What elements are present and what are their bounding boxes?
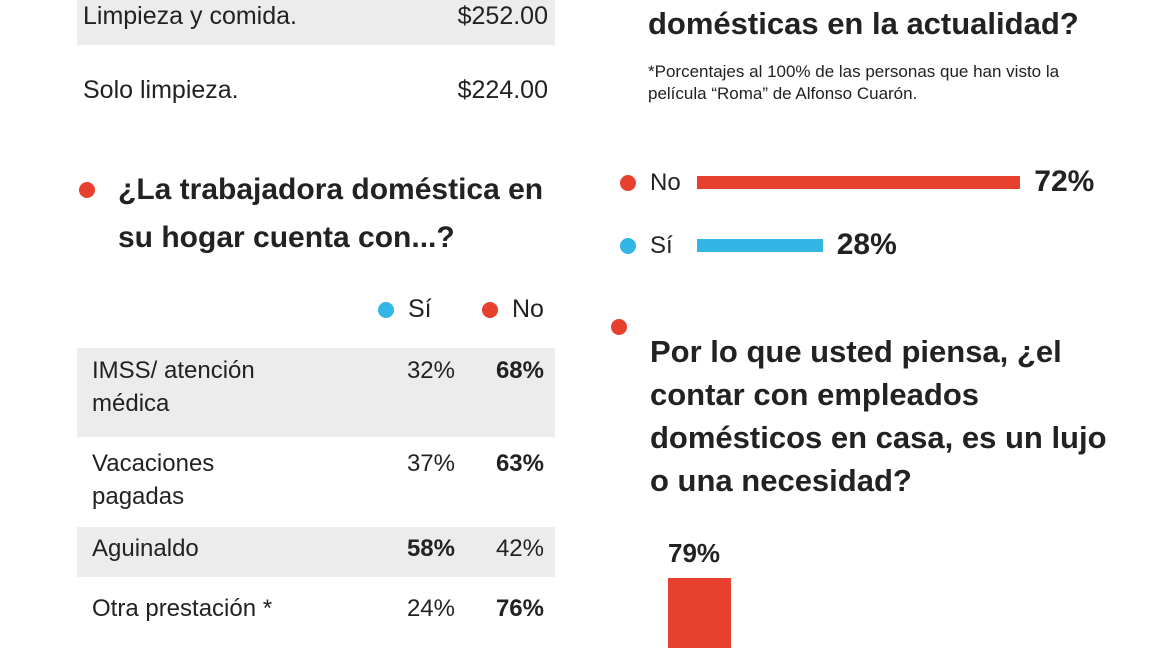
price: $252.00 (457, 2, 548, 30)
section-title: ¿La trabajadora doméstica en su hogar cu… (118, 173, 544, 254)
legend-label: No (512, 295, 544, 323)
legend-dot (620, 175, 636, 191)
value-label: 79% (668, 538, 721, 568)
row-bg (77, 0, 555, 45)
row-bg (77, 527, 555, 577)
row-label: IMSS/ atención médica (92, 357, 255, 417)
category-label: No (650, 169, 681, 196)
bar (668, 578, 731, 648)
cell: 63% (495, 450, 544, 477)
row-bg (77, 348, 555, 437)
legend-dot (620, 238, 636, 254)
value-label: 72% (1034, 165, 1095, 198)
cell: 68% (495, 357, 544, 384)
chart-title: domésticas en la actualidad? (648, 6, 1079, 41)
cell: 58% (406, 535, 455, 562)
value-label: 28% (836, 228, 897, 261)
cell: 24% (406, 595, 455, 622)
price-label: Limpieza y comida. (83, 2, 297, 30)
bar (697, 239, 823, 252)
price-label: Solo limpieza. (83, 76, 239, 104)
legend-dot (482, 302, 498, 318)
category-label: Sí (650, 232, 673, 259)
price: $224.00 (457, 76, 548, 104)
legend-label: Sí (408, 295, 432, 323)
note: *Porcentajes al 100% de las personas que… (648, 62, 1060, 103)
row-label: Aguinaldo (92, 535, 199, 562)
cell: 76% (495, 595, 544, 622)
row-label: Vacaciones pagadas (92, 450, 215, 510)
cell: 37% (406, 450, 455, 477)
row-label: Otra prestación * (92, 595, 273, 622)
bullet (79, 182, 95, 198)
bullet (611, 319, 627, 335)
cell: 32% (406, 357, 455, 384)
bar (697, 176, 1021, 189)
legend-dot (378, 302, 394, 318)
cell: 42% (495, 535, 544, 562)
chart-title: Por lo que usted piensa, ¿el contar con … (650, 334, 1107, 498)
